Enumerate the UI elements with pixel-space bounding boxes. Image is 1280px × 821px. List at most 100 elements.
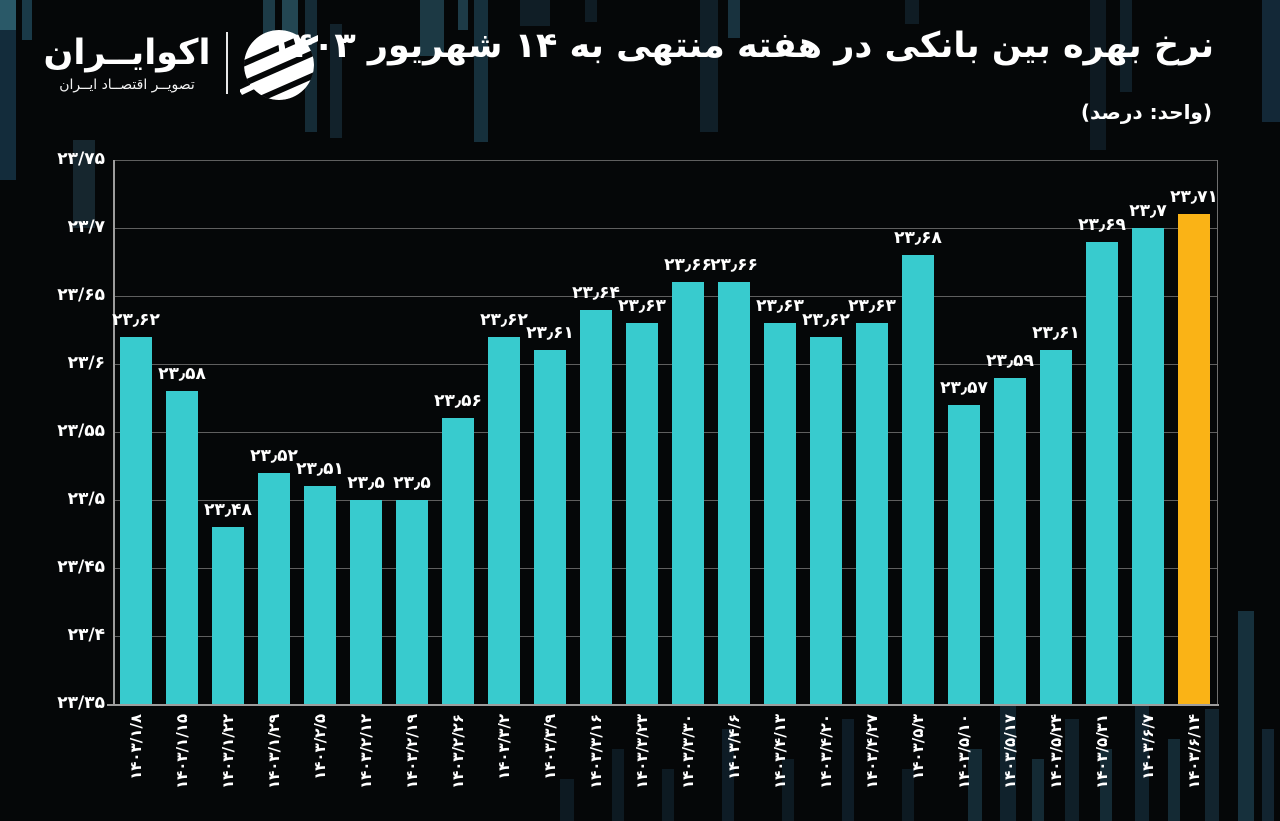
bar-value-label: ۲۳٫۶۲ <box>480 309 528 330</box>
bar-value-label: ۲۳٫۵۱ <box>296 459 344 480</box>
bar-value-label: ۲۳٫۵ <box>347 473 385 493</box>
plot-right-border <box>1217 160 1218 706</box>
x-tick-label: ۱۴۰۳/۱/۲۹ <box>265 714 283 790</box>
bar <box>396 500 428 704</box>
y-tick-label: ۲۳/۷ <box>67 217 105 237</box>
x-tick-label: ۱۴۰۳/۱/۱۵ <box>173 714 191 790</box>
x-tick-label: ۱۴۰۳/۶/۱۴ <box>1185 714 1203 790</box>
x-tick-label: ۱۴۰۳/۲/۵ <box>311 714 329 780</box>
y-tick-label: ۲۳/۶۵ <box>57 285 105 305</box>
bar <box>948 404 980 704</box>
bar-value-label: ۲۳٫۶۱ <box>1032 323 1080 344</box>
x-tick-label: ۱۴۰۳/۴/۱۳ <box>771 714 789 790</box>
bar <box>994 377 1026 704</box>
x-tick-label: ۱۴۰۳/۳/۳۰ <box>679 714 697 790</box>
bar <box>718 282 750 704</box>
gridline <box>113 296 1217 297</box>
x-tick-label: ۱۴۰۳/۵/۳ <box>909 714 927 780</box>
x-tick-label: ۱۴۰۳/۱/۸ <box>127 714 145 780</box>
bar-value-label: ۲۳٫۶۸ <box>894 228 942 249</box>
brand-text: اکوایــران تصویــر اقتصــاد ایــران <box>38 33 216 93</box>
x-tick-label: ۱۴۰۳/۲/۱۹ <box>403 714 421 790</box>
bar <box>120 336 152 704</box>
x-axis-line <box>107 704 1219 706</box>
bar <box>1178 214 1210 704</box>
y-tick-label: ۲۳/۴ <box>67 625 105 645</box>
bar <box>580 309 612 704</box>
bar <box>1040 350 1072 704</box>
x-tick-label: ۱۴۰۳/۲/۲۶ <box>449 714 467 790</box>
bar <box>902 255 934 704</box>
y-tick-label: ۲۳/۳۵ <box>57 693 105 713</box>
gridline <box>113 636 1217 637</box>
y-tick-label: ۲۳/۵۵ <box>57 421 105 441</box>
bar-value-label: ۲۳٫۶۳ <box>618 296 666 317</box>
bar <box>488 336 520 704</box>
x-tick-label: ۱۴۰۳/۳/۹ <box>541 714 559 780</box>
x-tick-label: ۱۴۰۳/۳/۱۶ <box>587 714 605 790</box>
x-tick-label: ۱۴۰۳/۵/۳۱ <box>1093 714 1111 790</box>
bar <box>212 527 244 704</box>
bar-value-label: ۲۳٫۶۱ <box>526 323 574 344</box>
bar-value-label: ۲۳٫۷۱ <box>1170 187 1218 208</box>
x-tick-label: ۱۴۰۳/۴/۲۰ <box>817 714 835 790</box>
brand-name: اکوایــران <box>43 32 211 73</box>
bar-value-label: ۲۳٫۶۴ <box>572 282 620 303</box>
bar-value-label: ۲۳٫۷ <box>1129 201 1167 221</box>
gridline <box>113 432 1217 433</box>
y-tick-label: ۲۳/۴۵ <box>57 557 105 577</box>
bar-value-label: ۲۳٫۴۸ <box>204 500 252 521</box>
x-tick-label: ۱۴۰۳/۲/۱۲ <box>357 714 375 790</box>
bar-value-label: ۲۳٫۶۲ <box>112 309 160 330</box>
x-tick-label: ۱۴۰۳/۳/۲ <box>495 714 513 780</box>
gridline <box>113 500 1217 501</box>
bar <box>810 336 842 704</box>
bar-value-label: ۲۳٫۶۶ <box>664 255 712 276</box>
bar <box>442 418 474 704</box>
brand-separator-line <box>226 32 228 94</box>
bar <box>534 350 566 704</box>
bar <box>304 486 336 704</box>
bar <box>350 500 382 704</box>
x-tick-label: ۱۴۰۳/۶/۷ <box>1139 714 1157 780</box>
brand-tagline: تصویــر اقتصــاد ایــران <box>59 77 195 94</box>
bar-value-label: ۲۳٫۶۳ <box>756 296 804 317</box>
brand-logo-block: اکوایــران تصویــر اقتصــاد ایــران <box>38 24 318 102</box>
x-tick-label: ۱۴۰۳/۳/۲۳ <box>633 714 651 790</box>
x-tick-label: ۱۴۰۳/۴/۲۷ <box>863 714 881 790</box>
bar <box>856 323 888 704</box>
ecoiran-logo-icon <box>240 30 318 100</box>
chart-title: نرخ بهره بین بانکی در هفته منتهی به ۱۴ ش… <box>270 26 1214 66</box>
bar-value-label: ۲۳٫۵۹ <box>986 350 1034 371</box>
bar <box>1132 228 1164 704</box>
bar <box>258 472 290 704</box>
x-tick-label: ۱۴۰۳/۱/۲۲ <box>219 714 237 790</box>
bar <box>1086 241 1118 704</box>
bar-value-label: ۲۳٫۵۲ <box>250 445 298 466</box>
bar-value-label: ۲۳٫۶۶ <box>710 255 758 276</box>
gridline <box>113 568 1217 569</box>
bar <box>166 391 198 704</box>
bar-value-label: ۲۳٫۵ <box>393 473 431 493</box>
x-tick-label: ۱۴۰۳/۵/۲۴ <box>1047 714 1065 790</box>
y-axis-line <box>113 160 115 706</box>
x-tick-label: ۱۴۰۳/۵/۱۷ <box>1001 714 1019 790</box>
y-tick-label: ۲۳/۷۵ <box>57 149 105 169</box>
y-tick-label: ۲۳/۵ <box>67 489 105 509</box>
bar-value-label: ۲۳٫۵۷ <box>940 377 988 398</box>
bar-value-label: ۲۳٫۵۸ <box>158 364 206 385</box>
bar <box>626 323 658 704</box>
bar <box>672 282 704 704</box>
bar <box>764 323 796 704</box>
gridline <box>113 364 1217 365</box>
gridline <box>113 160 1217 161</box>
gridline <box>113 228 1217 229</box>
bar-value-label: ۲۳٫۶۹ <box>1078 214 1126 235</box>
y-tick-label: ۲۳/۶ <box>67 353 105 373</box>
x-tick-label: ۱۴۰۳/۵/۱۰ <box>955 714 973 790</box>
bar-value-label: ۲۳٫۶۳ <box>848 296 896 317</box>
bar-value-label: ۲۳٫۵۶ <box>434 391 482 412</box>
bar-value-label: ۲۳٫۶۲ <box>802 309 850 330</box>
